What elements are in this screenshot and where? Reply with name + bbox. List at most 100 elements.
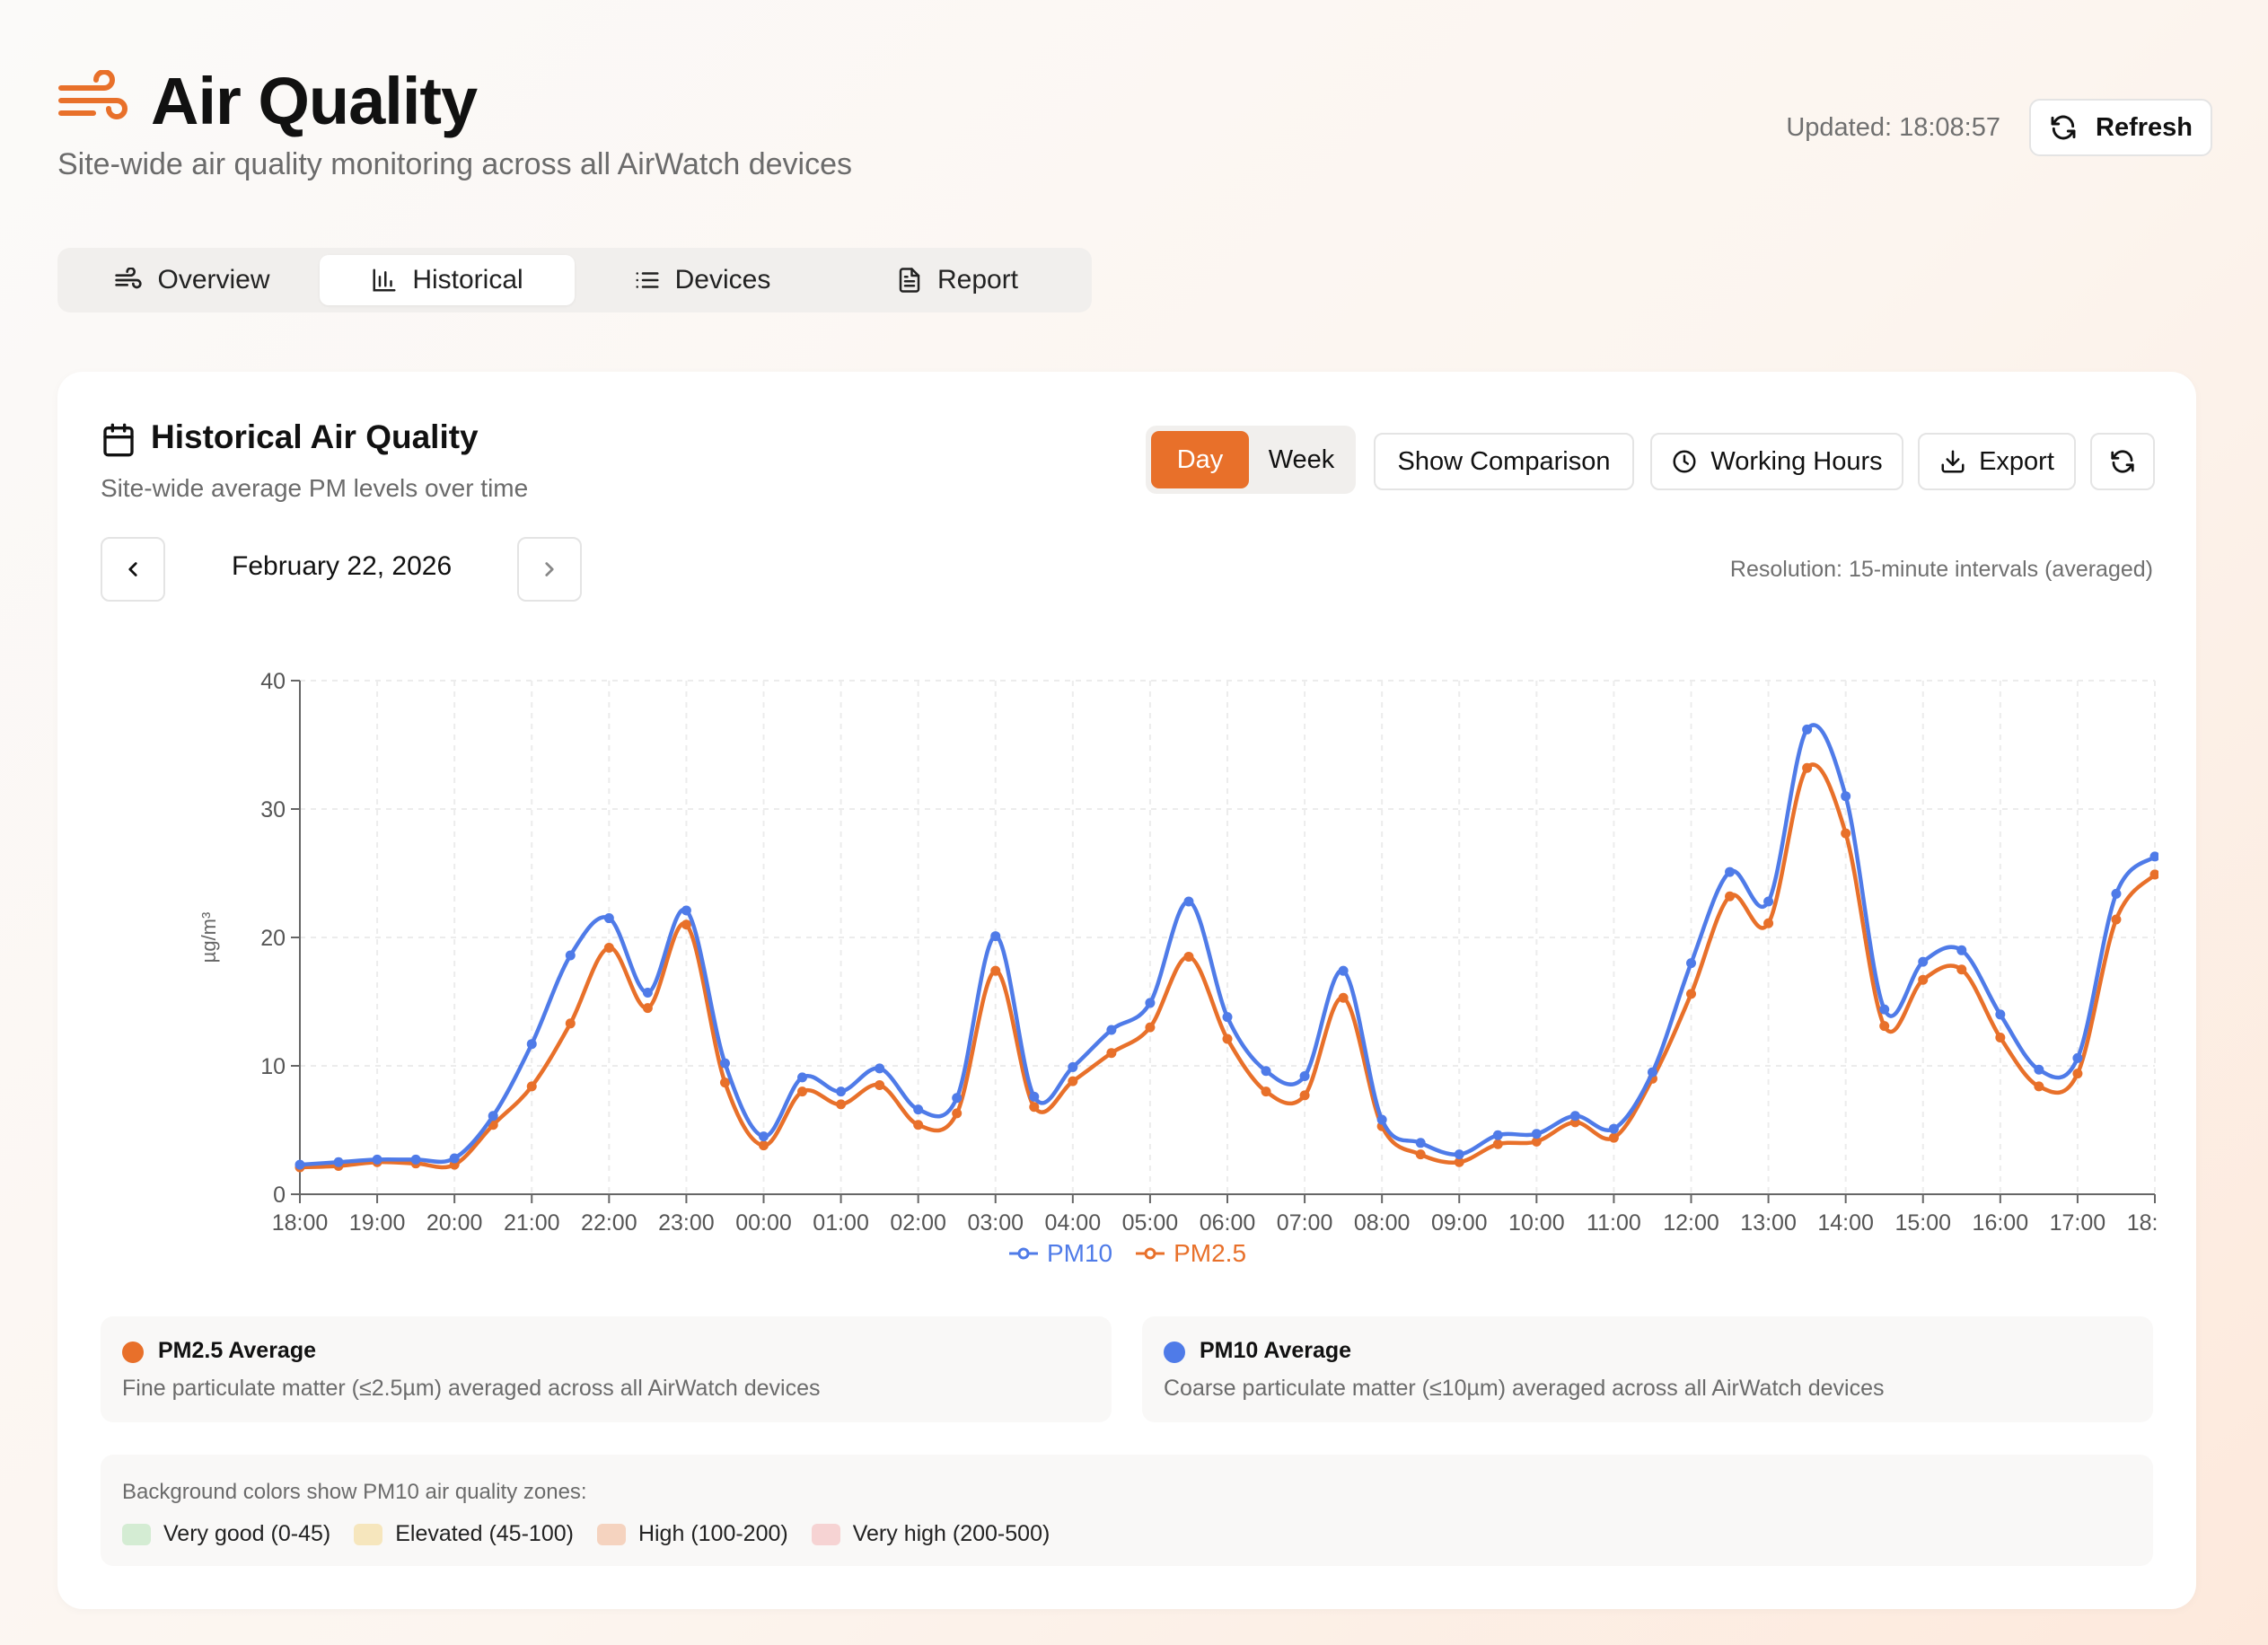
data-point-pm25 [603,942,614,953]
legend-label-pm25: PM2.5 [1174,1239,1247,1267]
x-tick-label: 12:00 [1663,1210,1719,1234]
data-point-pm10 [719,1058,730,1069]
data-point-pm25 [1106,1048,1117,1059]
data-point-pm10 [2149,851,2158,862]
data-point-pm10 [1068,1061,1078,1072]
x-tick-label: 03:00 [967,1210,1024,1234]
selected-date: February 22, 2026 [232,551,453,581]
pm-line-chart: 0 10 20 30 40 18:00 19:00 20:00 21:00 22:00 23:00 0… [198,669,2158,1234]
data-point-pm10 [681,905,691,916]
reload-chart-button[interactable] [2090,433,2155,490]
page-title: Air Quality [151,64,478,138]
data-point-pm10 [1183,896,1194,907]
export-button[interactable]: Export [1918,433,2076,490]
list-icon [636,272,659,288]
x-tick-label: 18:00 [2127,1210,2158,1234]
download-icon [1941,450,1965,473]
data-point-pm25 [1338,992,1349,1003]
data-point-pm25 [1608,1132,1619,1143]
data-point-pm10 [1531,1129,1542,1139]
chevron-left-icon [128,562,137,576]
x-tick-label: 02:00 [890,1210,946,1234]
data-point-pm25 [1145,1022,1156,1033]
data-point-pm10 [294,1159,305,1170]
data-point-pm10 [642,987,653,998]
x-tick-label: 10:00 [1508,1210,1565,1234]
data-point-pm25 [1222,1034,1233,1044]
zone-swatch [811,1523,840,1545]
data-point-pm10 [1763,896,1774,907]
legend-item-pm25[interactable]: PM2.5 [1134,1239,1246,1268]
x-tick-label: 16:00 [1973,1210,2029,1234]
data-point-pm10 [1222,1012,1233,1023]
data-point-pm10 [1879,1004,1890,1015]
range-week-button[interactable]: Week [1268,444,1335,474]
y-tick-label: 30 [260,797,286,822]
data-point-pm25 [2072,1069,2083,1079]
chevron-right-icon [545,562,554,576]
data-point-pm25 [1956,964,1967,975]
data-point-pm10 [875,1063,885,1074]
data-point-pm25 [526,1081,537,1092]
document-icon [899,268,920,293]
tab-devices[interactable]: Devices [575,255,830,305]
data-point-pm10 [797,1072,808,1083]
data-point-pm25 [1261,1086,1271,1097]
next-date-button[interactable] [517,537,582,602]
previous-date-button[interactable] [101,537,165,602]
pm25-info-description: Fine particulate matter (≤2.5µm) average… [122,1376,821,1401]
data-point-pm10 [1686,958,1696,969]
zone-swatch [354,1523,383,1545]
y-tick-label: 20 [260,926,286,951]
page-subtitle: Site-wide air quality monitoring across … [57,147,852,181]
data-point-pm25 [1686,989,1696,999]
range-day-button[interactable]: Day [1151,431,1249,488]
data-point-pm10 [1299,1070,1310,1081]
show-comparison-button[interactable]: Show Comparison [1374,433,1634,490]
data-point-pm25 [1029,1102,1040,1113]
data-point-pm10 [1569,1111,1580,1122]
zone-label: High (100-200) [637,1521,788,1546]
x-tick-label: 13:00 [1740,1210,1797,1234]
data-point-pm10 [1725,866,1736,877]
data-point-pm25 [1918,974,1929,985]
zones-title: Background colors show PM10 air quality … [122,1480,587,1504]
data-point-pm10 [372,1154,382,1165]
data-point-pm10 [1802,724,1813,735]
page-header: Air Quality Site-wide air quality monito… [57,57,2212,192]
x-tick-label: 09:00 [1431,1210,1488,1234]
series-line-pm25 [299,762,2157,1170]
show-comparison-label: Show Comparison [1397,446,1611,476]
x-tick-label: 22:00 [581,1210,637,1234]
data-point-pm10 [1647,1067,1657,1078]
x-tick-label: 04:00 [1045,1210,1102,1234]
data-point-pm10 [1145,998,1156,1008]
data-point-pm10 [1029,1091,1040,1102]
tab-overview[interactable]: Overview [65,255,320,305]
wind-icon [115,268,143,289]
x-tick-label: 21:00 [504,1210,560,1234]
data-point-pm25 [1531,1136,1542,1147]
line-marker-icon [1008,1247,1038,1260]
working-hours-button[interactable]: Working Hours [1650,433,1903,490]
zone-swatch [122,1523,151,1545]
legend-item-pm10[interactable]: PM10 [1007,1239,1112,1268]
x-tick-label: 06:00 [1200,1210,1256,1234]
data-point-pm10 [836,1086,847,1097]
working-hours-label: Working Hours [1710,446,1883,476]
data-point-pm10 [1841,791,1851,802]
data-point-pm10 [913,1104,924,1115]
updated-timestamp: Updated: 18:08:57 [1786,113,2000,142]
data-point-pm25 [797,1086,808,1097]
tab-report[interactable]: Report [830,255,1085,305]
tab-historical[interactable]: Historical [320,255,575,305]
data-point-pm10 [2072,1052,2083,1063]
data-point-pm10 [1338,965,1349,976]
pm25-info-title: PM2.5 Average [158,1338,317,1363]
data-point-pm25 [2034,1081,2044,1092]
x-tick-label: 01:00 [813,1210,869,1234]
pm25-color-dot [122,1342,144,1363]
x-tick-label: 11:00 [1587,1210,1641,1234]
data-point-pm25 [719,1078,730,1088]
refresh-button[interactable]: Refresh [2029,99,2212,156]
